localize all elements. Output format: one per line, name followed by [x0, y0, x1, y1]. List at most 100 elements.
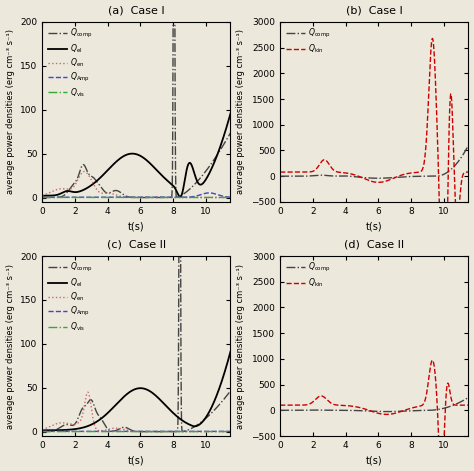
- $Q_{\rm Amp}$: [228, 194, 233, 200]
- $Q_{\rm el}$: [204, 414, 210, 419]
- $Q_{\rm kin}$: [310, 399, 316, 405]
- $Q_{\rm kin}$: [277, 169, 283, 175]
- $Q_{\rm el}$: [61, 427, 66, 433]
- $Q_{\rm kin}$: [349, 403, 355, 409]
- $Q_{\rm comp}$: [204, 167, 210, 173]
- $Q_{\rm Amp}$: [120, 195, 126, 200]
- $Q_{\rm en}$: [224, 195, 230, 200]
- Title: (c)  Case II: (c) Case II: [107, 240, 166, 250]
- $Q_{\rm Amp}$: [204, 429, 210, 434]
- $Q_{\rm el}$: [228, 111, 233, 116]
- Line: $Q_{\rm kin}$: $Q_{\rm kin}$: [280, 360, 468, 471]
- $Q_{\rm Amp}$: [204, 190, 210, 196]
- Line: $Q_{\rm en}$: $Q_{\rm en}$: [42, 171, 230, 197]
- Line: $Q_{\rm el}$: $Q_{\rm el}$: [42, 352, 230, 430]
- $Q_{\rm kin}$: [441, 341, 447, 346]
- $Q_{\rm comp}$: [358, 174, 364, 180]
- $Q_{\rm vis}$: [120, 429, 126, 434]
- $Q_{\rm el}$: [224, 362, 229, 368]
- $Q_{\rm comp}$: [61, 422, 66, 428]
- $Q_{\rm el}$: [204, 176, 210, 181]
- $Q_{\rm comp}$: [170, 429, 176, 434]
- $Q_{\rm kin}$: [462, 170, 468, 175]
- $Q_{\rm comp}$: [61, 193, 66, 198]
- $Q_{\rm Amp}$: [61, 195, 66, 200]
- $Q_{\rm vis}$: [39, 429, 45, 434]
- $Q_{\rm comp}$: [465, 395, 471, 400]
- $Q_{\rm comp}$: [204, 415, 210, 421]
- $Q_{\rm vis}$: [228, 195, 233, 200]
- X-axis label: t(s): t(s): [128, 221, 145, 231]
- $Q_{\rm en}$: [72, 421, 78, 427]
- $Q_{\rm comp}$: [224, 393, 230, 398]
- Title: (d)  Case II: (d) Case II: [344, 240, 404, 250]
- $Q_{\rm vis}$: [39, 195, 45, 200]
- Y-axis label: average power densities (erg cm⁻³ s⁻¹): average power densities (erg cm⁻³ s⁻¹): [236, 263, 245, 429]
- Y-axis label: average power densities (erg cm⁻³ s⁻¹): average power densities (erg cm⁻³ s⁻¹): [236, 29, 245, 195]
- $Q_{\rm comp}$: [277, 407, 283, 413]
- $Q_{\rm Amp}$: [120, 429, 126, 434]
- $Q_{\rm comp}$: [111, 428, 117, 434]
- $Q_{\rm kin}$: [442, 333, 447, 339]
- $Q_{\rm kin}$: [465, 402, 471, 408]
- $Q_{\rm en}$: [224, 429, 230, 434]
- Line: $Q_{\rm en}$: $Q_{\rm en}$: [42, 392, 230, 431]
- $Q_{\rm kin}$: [358, 174, 364, 180]
- $Q_{\rm comp}$: [120, 425, 126, 430]
- $Q_{\rm comp}$: [358, 408, 364, 414]
- $Q_{\rm el}$: [39, 428, 45, 433]
- $Q_{\rm vis}$: [72, 195, 78, 200]
- $Q_{\rm en}$: [112, 192, 118, 197]
- $Q_{\rm el}$: [120, 395, 126, 401]
- $Q_{\rm Amp}$: [228, 429, 233, 434]
- $Q_{\rm comp}$: [375, 175, 381, 181]
- $Q_{\rm vis}$: [224, 429, 229, 434]
- $Q_{\rm en}$: [39, 193, 45, 198]
- $Q_{\rm comp}$: [72, 180, 78, 186]
- $Q_{\rm comp}$: [462, 397, 468, 402]
- $Q_{\rm comp}$: [165, 195, 171, 200]
- $Q_{\rm Amp}$: [206, 190, 212, 195]
- $Q_{\rm comp}$: [228, 130, 233, 136]
- $Q_{\rm el}$: [72, 189, 78, 195]
- $Q_{\rm comp}$: [349, 174, 355, 179]
- $Q_{\rm comp}$: [349, 407, 355, 413]
- $Q_{\rm el}$: [224, 123, 230, 129]
- $Q_{\rm vis}$: [61, 195, 66, 200]
- Legend: $Q_{\rm comp}$, $Q_{\rm kin}$: $Q_{\rm comp}$, $Q_{\rm kin}$: [283, 258, 333, 292]
- $Q_{\rm vis}$: [120, 195, 126, 200]
- $Q_{\rm el}$: [177, 194, 183, 200]
- $Q_{\rm Amp}$: [72, 195, 78, 200]
- $Q_{\rm Amp}$: [39, 429, 45, 434]
- $Q_{\rm comp}$: [299, 173, 304, 179]
- $Q_{\rm kin}$: [442, 423, 447, 429]
- $Q_{\rm el}$: [111, 404, 117, 409]
- $Q_{\rm kin}$: [299, 169, 304, 175]
- $Q_{\rm kin}$: [349, 171, 355, 177]
- $Q_{\rm comp}$: [277, 173, 283, 179]
- $Q_{\rm vis}$: [111, 429, 117, 434]
- $Q_{\rm en}$: [120, 194, 126, 200]
- $Q_{\rm vis}$: [224, 195, 229, 200]
- $Q_{\rm Amp}$: [224, 194, 230, 200]
- $Q_{\rm vis}$: [72, 429, 78, 434]
- $Q_{\rm el}$: [228, 349, 233, 355]
- $Q_{\rm vis}$: [204, 195, 210, 200]
- $Q_{\rm vis}$: [228, 429, 233, 434]
- $Q_{\rm comp}$: [299, 407, 304, 413]
- Line: $Q_{\rm Amp}$: $Q_{\rm Amp}$: [42, 193, 230, 197]
- $Q_{\rm en}$: [82, 169, 87, 174]
- $Q_{\rm kin}$: [358, 405, 364, 411]
- $Q_{\rm el}$: [61, 189, 66, 195]
- $Q_{\rm en}$: [120, 426, 126, 432]
- $Q_{\rm vis}$: [111, 195, 117, 200]
- $Q_{\rm en}$: [112, 425, 118, 431]
- $Q_{\rm kin}$: [299, 402, 304, 408]
- $Q_{\rm comp}$: [310, 407, 316, 413]
- $Q_{\rm kin}$: [429, 36, 435, 41]
- $Q_{\rm Amp}$: [72, 429, 78, 434]
- $Q_{\rm el}$: [72, 426, 78, 432]
- $Q_{\rm vis}$: [61, 429, 66, 434]
- $Q_{\rm en}$: [228, 195, 233, 200]
- $Q_{\rm el}$: [39, 193, 45, 199]
